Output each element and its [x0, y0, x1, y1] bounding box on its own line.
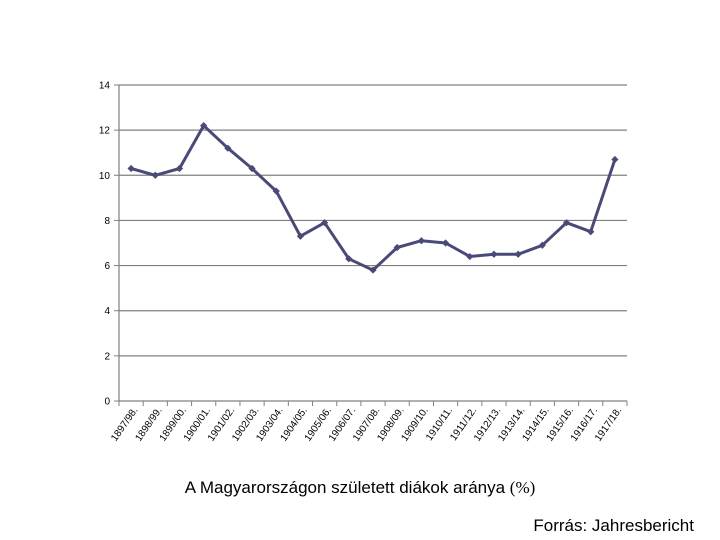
data-point [272, 187, 280, 195]
x-tick-labels: 1897/98.1898/99.1899/00.1900/01.1901/02.… [109, 405, 624, 443]
data-points [127, 122, 619, 274]
y-tick-label: 6 [104, 261, 110, 272]
data-point [490, 250, 498, 258]
y-tick-label: 0 [104, 397, 110, 408]
y-tick-label: 4 [104, 306, 110, 317]
data-point [248, 164, 256, 173]
y-tick-labels: 0 2 4 6 8 10 12 14 [99, 81, 111, 408]
data-point [562, 219, 571, 227]
data-point [466, 252, 474, 261]
data-point [296, 232, 305, 240]
y-tick-label: 14 [99, 81, 111, 92]
line-chart: 0 2 4 6 8 10 12 14 1897/98.1898/99.1899/00.1900… [99, 81, 628, 444]
data-point [587, 228, 595, 236]
chart-caption: A Magyarországon született diákok aránya… [0, 478, 720, 498]
gridlines [119, 84, 627, 357]
source-note: Forrás: Jahresbericht [533, 516, 694, 535]
data-point [127, 164, 135, 173]
data-point [224, 144, 232, 152]
data-point [393, 243, 401, 252]
data-point [441, 239, 450, 247]
data-point [175, 164, 184, 173]
data-point [321, 219, 329, 227]
data-point [417, 237, 425, 245]
data-point [151, 171, 159, 179]
caption-text: A Magyarországon született diákok aránya [184, 478, 506, 497]
y-tick-label: 8 [104, 216, 110, 227]
data-point [514, 250, 522, 258]
caption-unit: (%) [509, 478, 536, 497]
y-tick-label: 2 [104, 351, 110, 362]
data-point [345, 255, 353, 263]
y-tick-label: 12 [99, 126, 111, 137]
data-point [369, 266, 377, 274]
axes [114, 84, 628, 406]
data-point [538, 241, 546, 249]
y-tick-label: 10 [99, 171, 111, 182]
data-point [200, 122, 208, 130]
data-point [611, 155, 619, 164]
